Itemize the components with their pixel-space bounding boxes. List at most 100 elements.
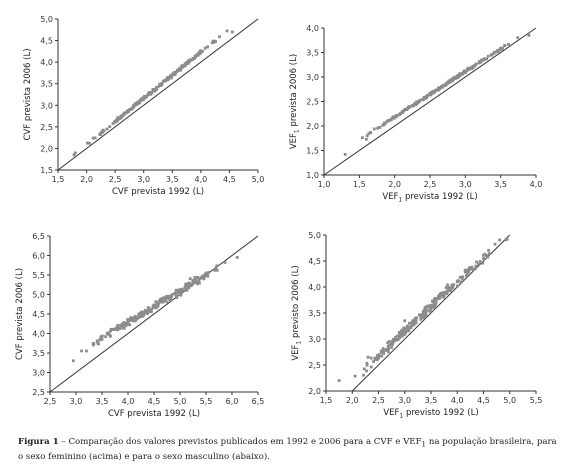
data-point bbox=[180, 64, 184, 68]
data-point bbox=[72, 359, 75, 363]
y-tick-label: 2,5 bbox=[32, 388, 45, 397]
x-tick-label: 1,0 bbox=[318, 180, 331, 189]
data-point bbox=[365, 137, 368, 141]
data-point bbox=[437, 88, 440, 92]
y-tick-label: 4,5 bbox=[40, 37, 53, 46]
data-point bbox=[375, 356, 379, 360]
y-tick-label: 2,0 bbox=[40, 144, 53, 153]
data-point bbox=[507, 43, 510, 46]
data-point bbox=[385, 349, 389, 352]
x-tick-label: 4,0 bbox=[194, 175, 207, 184]
data-point bbox=[369, 131, 373, 135]
data-point bbox=[409, 324, 413, 328]
data-point bbox=[423, 311, 426, 314]
data-point bbox=[168, 298, 172, 302]
data-point bbox=[455, 284, 459, 288]
data-point bbox=[139, 97, 143, 101]
data-point bbox=[369, 356, 373, 360]
data-point bbox=[481, 58, 485, 62]
data-point bbox=[200, 50, 204, 53]
data-point bbox=[109, 327, 113, 331]
data-point bbox=[162, 298, 166, 302]
x-tick-label: 5,5 bbox=[530, 396, 543, 405]
y-tick-label: 4,0 bbox=[32, 330, 45, 339]
data-point bbox=[167, 295, 171, 299]
caption-subscript: 1 bbox=[421, 439, 427, 449]
data-point bbox=[446, 283, 449, 287]
data-point bbox=[362, 367, 366, 371]
scatter-panel-1: 1,5 2,0 2,5 3,0 3,5 4,0 4,5 5,0 1,5 2,0 2,5 3,0 3,5 4… bbox=[23, 15, 264, 197]
data-point bbox=[442, 294, 446, 297]
scatter-panel-4: 1,5 2,0 2,5 3,0 3,5 4,0 4,5 5,0 5,52,02,53,03,54… bbox=[291, 231, 542, 420]
data-point bbox=[175, 288, 178, 292]
data-point bbox=[197, 278, 201, 282]
data-point bbox=[466, 67, 470, 71]
data-point bbox=[212, 40, 216, 44]
data-point bbox=[122, 111, 126, 115]
data-point bbox=[126, 318, 130, 321]
data-point bbox=[395, 334, 399, 338]
data-point bbox=[439, 291, 443, 295]
data-point bbox=[98, 338, 102, 342]
y-tick-label: 2,5 bbox=[306, 98, 319, 107]
x-tick-label: 3,0 bbox=[70, 397, 83, 406]
y-tick-label: 3,0 bbox=[32, 369, 45, 378]
data-point bbox=[119, 114, 123, 118]
data-point bbox=[469, 66, 473, 70]
data-point bbox=[470, 266, 474, 270]
data-point bbox=[365, 134, 369, 138]
data-point bbox=[127, 110, 131, 113]
data-point bbox=[412, 323, 416, 327]
data-point bbox=[504, 238, 508, 242]
data-point bbox=[421, 316, 425, 320]
y-tick-label: 6,0 bbox=[32, 252, 45, 261]
data-point bbox=[113, 327, 117, 331]
x-axis-label: VEF1 prevista 1992 (L) bbox=[382, 192, 477, 204]
scatter-points bbox=[337, 237, 509, 382]
data-point bbox=[477, 61, 481, 65]
data-point bbox=[137, 315, 141, 319]
data-point bbox=[149, 310, 153, 314]
data-point bbox=[417, 99, 421, 103]
data-point bbox=[124, 324, 128, 327]
data-point bbox=[133, 315, 137, 318]
data-point bbox=[139, 312, 143, 316]
data-point bbox=[154, 86, 158, 89]
data-point bbox=[145, 94, 149, 98]
data-point bbox=[425, 94, 429, 98]
y-tick-label: 5,0 bbox=[32, 291, 45, 300]
x-tick-label: 4,0 bbox=[530, 180, 543, 189]
data-point bbox=[485, 57, 489, 61]
data-point bbox=[424, 312, 428, 316]
data-point bbox=[185, 283, 189, 287]
data-point bbox=[128, 323, 131, 327]
data-point bbox=[196, 276, 200, 279]
data-point bbox=[170, 295, 173, 298]
data-point bbox=[115, 119, 119, 122]
data-point bbox=[428, 309, 432, 313]
data-point bbox=[381, 123, 385, 127]
y-tick-label: 3,5 bbox=[40, 80, 53, 89]
data-point bbox=[92, 342, 96, 346]
data-point bbox=[439, 294, 442, 298]
y-axis-label: CVF prevista 2006 (L) bbox=[23, 48, 33, 140]
data-point bbox=[446, 289, 450, 293]
data-point bbox=[206, 272, 209, 276]
x-tick-label: 1,5 bbox=[353, 180, 366, 189]
y-tick-label: 1,5 bbox=[306, 147, 319, 156]
figure-label: Figura 1 bbox=[18, 437, 59, 447]
data-point bbox=[401, 328, 405, 332]
y-tick-label: 4,0 bbox=[40, 58, 53, 67]
data-point bbox=[385, 120, 389, 124]
data-point bbox=[193, 275, 197, 279]
data-point bbox=[179, 68, 183, 72]
data-point bbox=[172, 71, 176, 75]
data-point bbox=[197, 276, 201, 280]
data-point bbox=[497, 49, 500, 53]
data-point bbox=[413, 321, 417, 325]
data-point bbox=[431, 300, 435, 304]
data-point bbox=[95, 339, 99, 343]
x-tick-label: 2,0 bbox=[80, 175, 93, 184]
identity-line bbox=[351, 234, 511, 392]
y-tick-label: 5,5 bbox=[32, 271, 45, 280]
